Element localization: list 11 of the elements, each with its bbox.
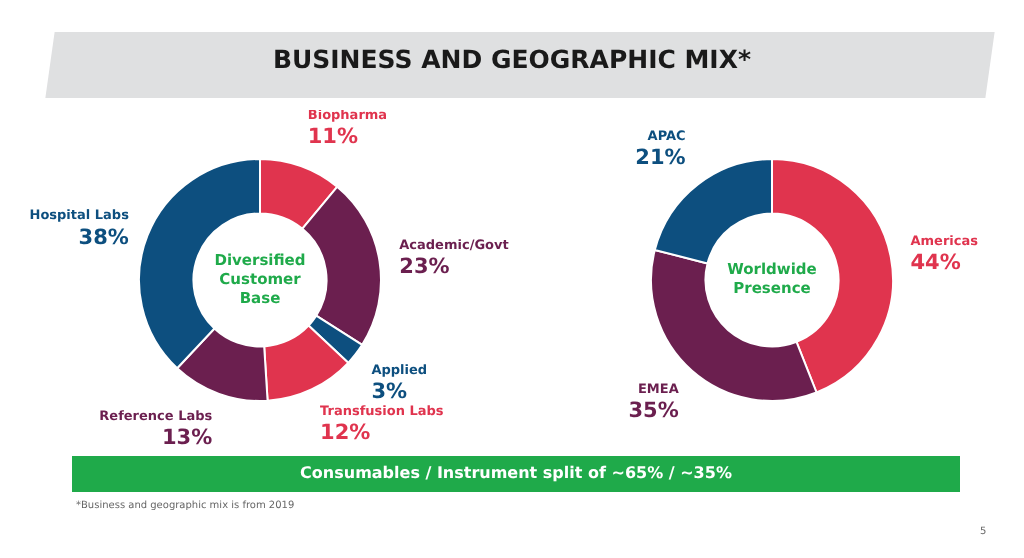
text: Consumables / Instrument split of ~65% / ~35% — [72, 456, 960, 492]
data-label: 13% — [161, 426, 214, 451]
chart-title: BUSINESS AND GEOGRAPHIC MIX* — [270, 44, 754, 74]
data-label: 21% — [635, 146, 687, 171]
data-label: 23% — [399, 255, 451, 280]
data-label: 11% — [307, 124, 359, 149]
data-label: 38% — [78, 225, 130, 250]
data-label: 3% — [371, 379, 409, 404]
data-label: 44% — [910, 251, 962, 276]
data-label: 12% — [320, 421, 372, 446]
data-label: 35% — [628, 399, 680, 424]
